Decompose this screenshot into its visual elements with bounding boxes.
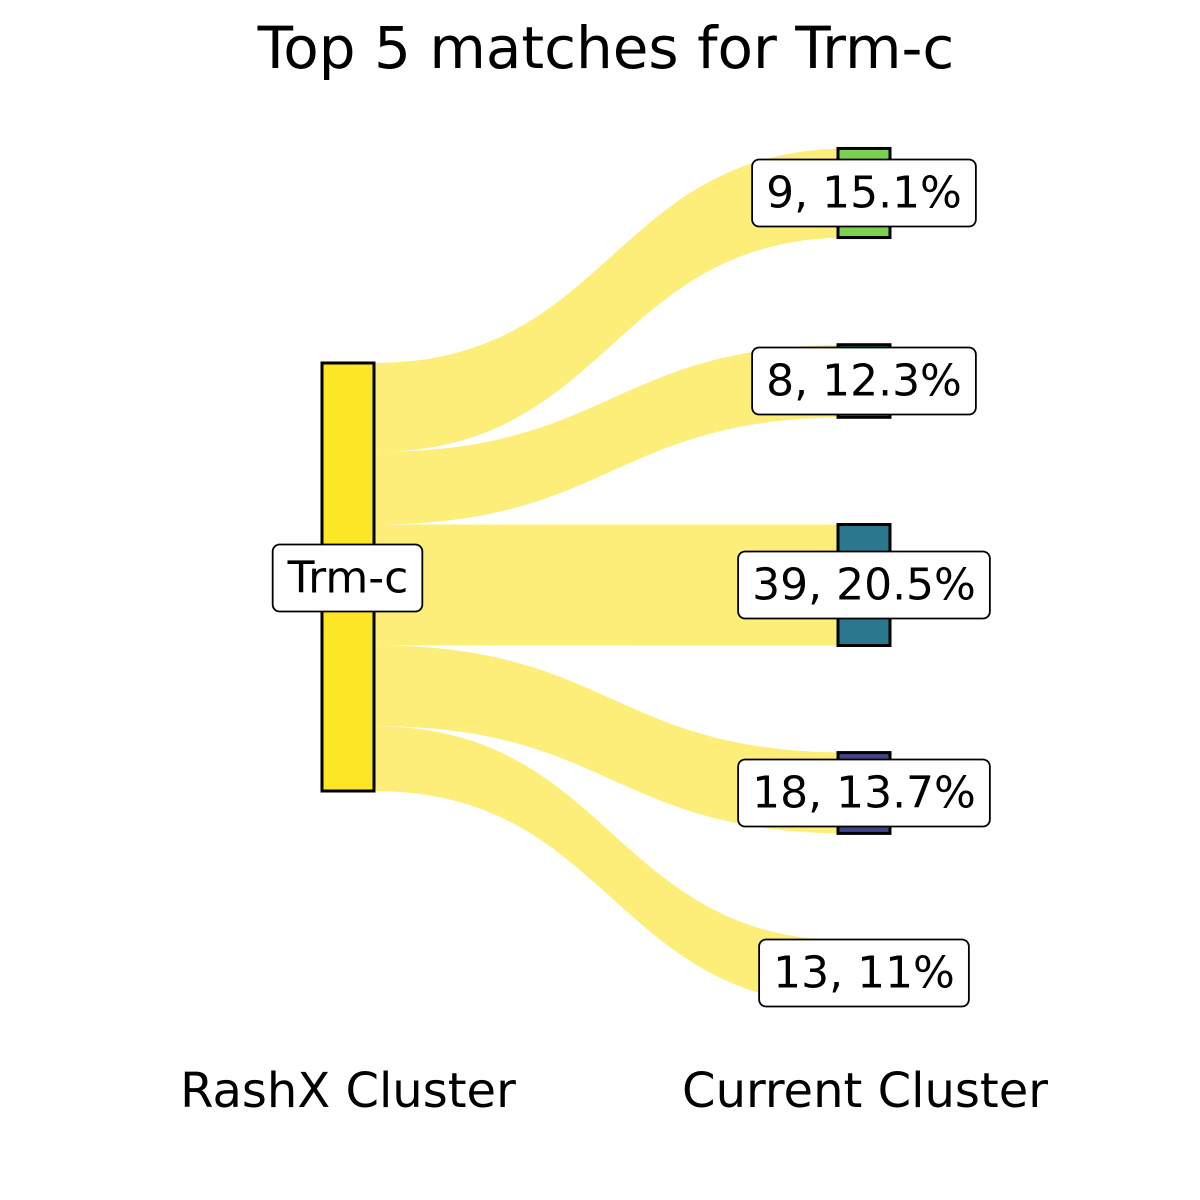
chart-title: Top 5 matches for Trm-c bbox=[257, 14, 955, 82]
x-label-right: Current Cluster bbox=[682, 1063, 1048, 1119]
target-label-9-box bbox=[751, 158, 977, 228]
source-label: Trm-c bbox=[271, 543, 424, 613]
labels-group: Trm-c 9, 15.1% 8, 12.3% 39, 20.5% 18, 13.7% 1… bbox=[271, 158, 991, 1008]
target-label-9-text: 9, 15.1% bbox=[766, 168, 962, 219]
target-label-13: 13, 11% bbox=[758, 938, 970, 1008]
target-label-39-box bbox=[737, 550, 991, 620]
flows-group bbox=[374, 148, 850, 1006]
flow-ribbon-18 bbox=[374, 645, 850, 834]
flow-ribbon-9 bbox=[374, 148, 850, 453]
target-label-18-box bbox=[737, 758, 991, 828]
target-label-39: 39, 20.5% bbox=[737, 550, 991, 620]
target-label-18-text: 18, 13.7% bbox=[752, 768, 976, 819]
target-label-9: 9, 15.1% bbox=[751, 158, 977, 228]
source-label-box bbox=[271, 543, 424, 613]
target-label-39-text: 39, 20.5% bbox=[752, 560, 976, 611]
flow-ribbon-39 bbox=[374, 524, 850, 646]
target-label-13-text: 13, 11% bbox=[773, 948, 955, 999]
target-label-8-text: 8, 12.3% bbox=[766, 356, 962, 407]
target-label-8-box bbox=[751, 346, 977, 416]
target-label-8: 8, 12.3% bbox=[751, 346, 977, 416]
target-label-18: 18, 13.7% bbox=[737, 758, 991, 828]
source-label-text: Trm-c bbox=[287, 553, 409, 604]
x-label-left: RashX Cluster bbox=[180, 1063, 516, 1119]
flow-ribbon-8 bbox=[374, 344, 850, 525]
target-label-13-box bbox=[758, 938, 970, 1008]
flow-ribbon-13 bbox=[374, 726, 850, 1006]
